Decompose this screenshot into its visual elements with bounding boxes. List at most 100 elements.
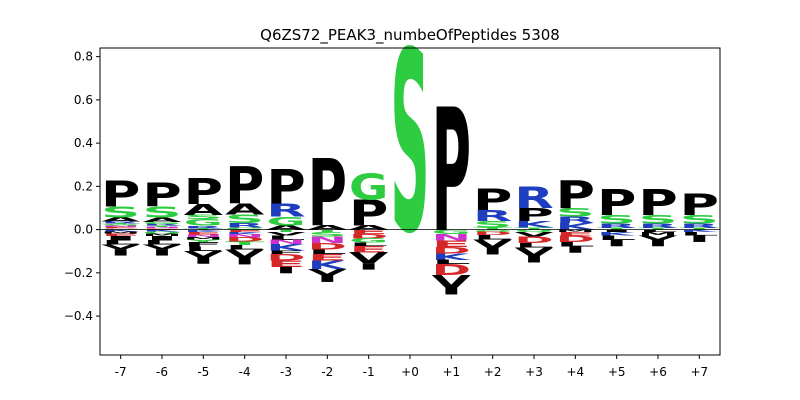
logo-letter-V: V: [101, 243, 140, 250]
logo-letter-D: D: [556, 234, 595, 244]
y-tick-label: 0.8: [74, 50, 93, 64]
logo-letter-V: V: [432, 272, 472, 293]
logo-letter-A: A: [142, 216, 181, 223]
chart-title: Q6ZS72_PEAK3_numbeOfPeptides 5308: [260, 26, 560, 45]
x-tick-label: +2: [484, 365, 502, 379]
logo-gap-mark: [486, 247, 499, 255]
logo-letter-F: F: [266, 250, 305, 255]
logo-letter-R: R: [597, 222, 636, 229]
logo-letter-A: A: [349, 224, 388, 231]
logo-letter-K: K: [308, 258, 348, 272]
x-tick-label: -1: [363, 365, 375, 379]
logo-letter-V: V: [266, 231, 305, 236]
logo-letter-K: K: [266, 243, 306, 253]
logo-letter-E: E: [349, 228, 388, 235]
logo-letter-P: P: [101, 174, 140, 215]
logo-gap-mark: [321, 275, 334, 282]
y-tick-label: 0.4: [74, 136, 93, 150]
logo-letter-M: M: [638, 231, 677, 236]
logo-letter-Q: Q: [473, 229, 512, 232]
logo-letter-R: R: [266, 201, 305, 221]
logo-letter-S: S: [680, 213, 719, 227]
logo-letter-E: E: [432, 239, 471, 249]
y-tick-label: −0.2: [64, 266, 93, 280]
logo-letter-E: E: [101, 226, 140, 228]
logo-letter-S: S: [638, 213, 677, 227]
logo-letter-G: G: [432, 229, 471, 236]
logo-gap-mark: [610, 239, 623, 247]
logo-letter-P: P: [184, 171, 223, 212]
logo-letter-S: S: [473, 219, 512, 229]
logo-letter-L: L: [184, 245, 223, 252]
logo-gap-mark: [693, 235, 706, 242]
logo-letter-D: D: [514, 235, 553, 245]
logo-letter-K: K: [142, 229, 182, 232]
logo-letter-R: R: [680, 222, 719, 229]
logo-letter-E: E: [225, 229, 264, 232]
logo-letter-T: T: [184, 228, 224, 230]
logo-letter-E: E: [142, 229, 181, 230]
logo-letter-R: R: [638, 222, 677, 229]
logo-letter-T: T: [266, 229, 306, 233]
logo-letter-L: L: [432, 259, 471, 266]
logo-gap-mark: [528, 255, 540, 263]
logo-letter-A: A: [225, 201, 264, 218]
logo-letter-N: N: [432, 232, 471, 242]
x-tick-label: -7: [115, 365, 127, 379]
logo-letter-D: D: [142, 228, 181, 229]
logo-letter-K: K: [556, 222, 596, 232]
logo-letter-N: N: [225, 234, 264, 239]
x-axis: -7 -6 -5 -4 -3 -2 -1 +0 +1 +2 +3 +4 +5 +6 +7: [115, 355, 708, 379]
logo-column--7: QDENGTRASPKMEILV: [101, 174, 141, 256]
logo-gap-mark: [280, 266, 292, 274]
logo-letter-D: D: [266, 252, 305, 262]
x-tick-label: +7: [690, 365, 708, 379]
logo-letter-S: S: [225, 212, 264, 226]
logo-letter-D: D: [225, 236, 264, 243]
logo-letter-P: P: [225, 158, 264, 216]
logo-letter-D: D: [473, 231, 512, 236]
logo-letter-T: T: [473, 227, 513, 230]
logo-letter-T: T: [514, 227, 554, 230]
logo-letter-K: K: [184, 229, 224, 232]
logo-letter-S: S: [101, 204, 140, 221]
logo-letter-L: L: [556, 241, 595, 248]
x-tick-label: -3: [280, 365, 292, 379]
logo-gap-mark: [362, 263, 375, 270]
logo-letter-Y: Y: [183, 239, 224, 243]
logo-letter-V: V: [514, 245, 554, 259]
logo-letter-P: P: [473, 183, 512, 217]
logo-letter-T: T: [225, 241, 264, 246]
logo-letter-L: L: [308, 248, 347, 255]
y-tick-label: 0.6: [74, 93, 93, 107]
logo-letter-R: R: [101, 221, 141, 224]
logo-letter-I: I: [597, 229, 636, 233]
logo-letter-L: L: [638, 229, 677, 233]
logo-column-+0: S: [390, 0, 429, 289]
logo-letter-P: P: [266, 160, 305, 215]
logo-letter-L: L: [680, 231, 719, 236]
logo-gap-mark: [652, 239, 664, 247]
logo-letter-F: F: [184, 241, 223, 248]
x-tick-label: -2: [321, 365, 333, 379]
logo-letter-D: D: [349, 233, 388, 240]
x-tick-label: -4: [239, 365, 251, 379]
x-tick-label: +0: [401, 365, 419, 379]
logo-letter-R: R: [556, 215, 595, 225]
logo-letter-S: S: [390, 0, 429, 289]
logo-letter-L: L: [514, 242, 553, 249]
logo-gap-mark: [114, 249, 127, 256]
x-tick-label: +5: [608, 365, 626, 379]
plot-content: QDENGTRASPKMEILVEDNTRGASPKQMILVTRGSAPKEN…: [100, 0, 720, 295]
logo-gap-mark: [238, 257, 251, 265]
logo-letter-I: I: [101, 235, 140, 242]
logo-letter-A: A: [266, 224, 305, 231]
